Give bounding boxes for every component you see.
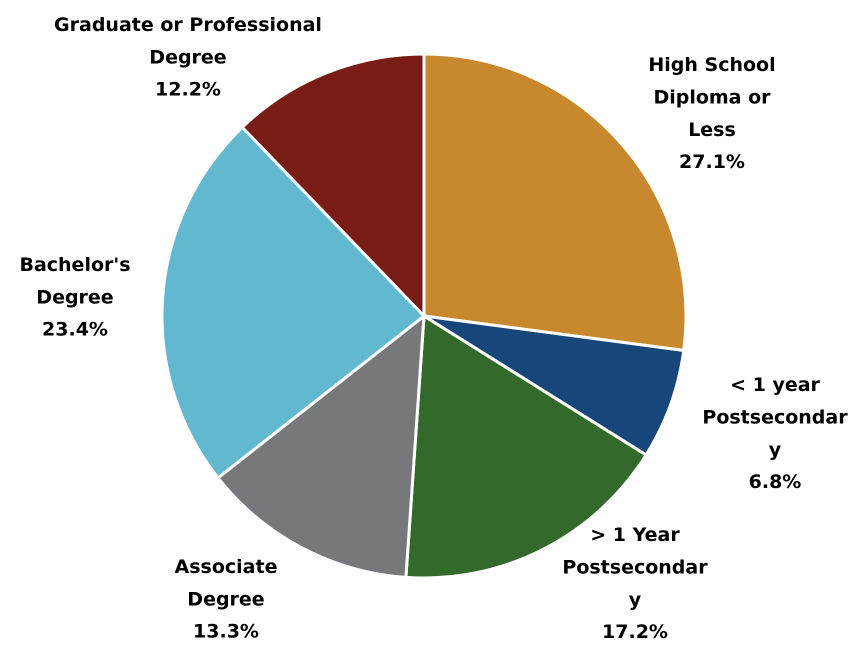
value-label: 6.8% [749, 471, 802, 493]
pie-slice [240, 52, 426, 320]
pie-slice [404, 313, 649, 580]
pie-slice [160, 125, 427, 480]
pie-slice [422, 52, 688, 353]
category-label: > 1 Year Postsecondar y [562, 524, 708, 611]
category-label: < 1 year Postsecondar y [702, 374, 848, 461]
value-label: 23.4% [42, 319, 108, 341]
category-label: Graduate or Professional Degree [54, 14, 322, 69]
value-label: 12.2% [155, 79, 221, 101]
category-label: Associate Degree [175, 556, 278, 611]
pie-slice [215, 312, 426, 579]
value-label: 13.3% [193, 621, 259, 643]
category-label: High School Diploma or Less [648, 54, 775, 141]
value-label: 17.2% [602, 621, 668, 643]
pie-slice [423, 314, 686, 458]
category-label: Bachelor's Degree [19, 254, 130, 309]
value-label: 27.1% [679, 151, 745, 173]
